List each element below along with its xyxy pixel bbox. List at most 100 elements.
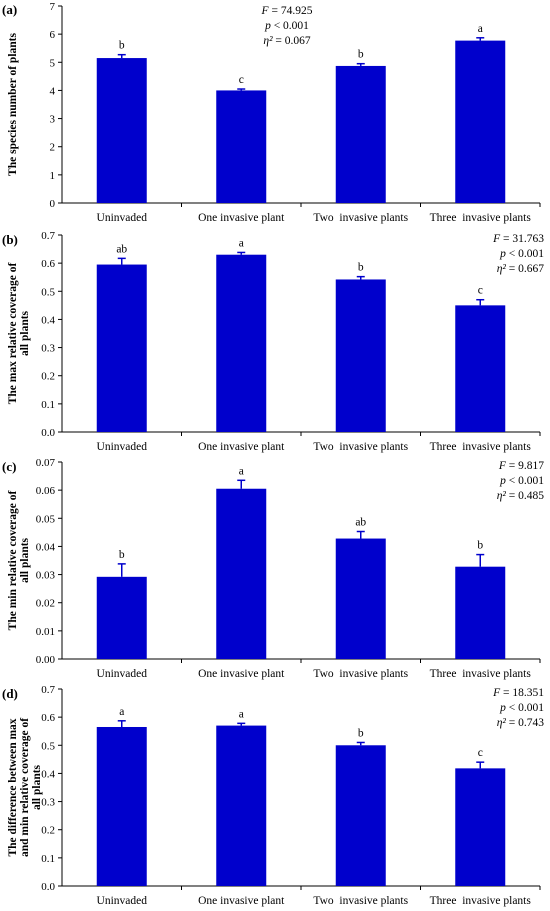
stat-line: F = 74.925 bbox=[261, 5, 313, 17]
significance-letter: a bbox=[239, 237, 244, 249]
y-tick-label: 0.3 bbox=[41, 343, 55, 355]
x-tick-label: Two invasive plants bbox=[313, 212, 408, 224]
x-tick-label: Two invasive plants bbox=[313, 895, 408, 907]
y-tick-label: 0.0 bbox=[41, 427, 55, 439]
stat-value: = 0.485 bbox=[506, 490, 544, 502]
stat-value: = 9.817 bbox=[506, 460, 544, 472]
y-tick-label: 0.7 bbox=[41, 684, 55, 696]
y-axis-title: all plants bbox=[19, 310, 31, 356]
significance-letter: b bbox=[119, 549, 125, 561]
significance-letter: c bbox=[239, 74, 244, 86]
significance-letter: b bbox=[477, 540, 483, 552]
chart-panel-1: (a) The species number of plants 0 1 2 3 4 5 6 7 b… bbox=[2, 1, 541, 224]
y-tick-label: 0.7 bbox=[41, 230, 55, 242]
x-tick-label: Uninvaded bbox=[97, 212, 148, 224]
stat-symbol: p bbox=[264, 20, 271, 32]
stat-symbol: F bbox=[498, 460, 507, 472]
bar bbox=[96, 58, 147, 203]
y-tick-label: 0.01 bbox=[36, 626, 55, 638]
significance-letter: b bbox=[358, 727, 364, 739]
stat-line: p < 0.001 bbox=[499, 702, 544, 714]
x-tick-label: Uninvaded bbox=[97, 441, 148, 453]
chart-panel-2: (b) The max relative coverage of all plant… bbox=[2, 230, 544, 453]
significance-letter: b bbox=[119, 40, 125, 52]
y-axis-title: all plants bbox=[31, 764, 43, 810]
stat-symbol: η² bbox=[497, 263, 507, 275]
x-tick-label: Two invasive plants bbox=[313, 441, 408, 453]
x-tick-label: Two invasive plants bbox=[313, 668, 408, 680]
stat-value: = 0.067 bbox=[273, 35, 311, 47]
y-tick-label: 3 bbox=[50, 114, 56, 126]
bar bbox=[455, 566, 506, 659]
y-tick-label: 0.3 bbox=[41, 797, 55, 809]
significance-letter: a bbox=[478, 23, 483, 35]
stat-symbol: F bbox=[492, 233, 501, 245]
x-tick-label: Uninvaded bbox=[97, 668, 148, 680]
x-tick-label: One invasive plant bbox=[198, 441, 285, 453]
significance-letter: b bbox=[358, 262, 364, 274]
bar bbox=[455, 305, 506, 432]
stat-symbol: η² bbox=[263, 35, 273, 47]
y-tick-label: 1 bbox=[50, 170, 56, 182]
significance-letter: ab bbox=[116, 243, 127, 255]
x-tick-label: Uninvaded bbox=[97, 895, 148, 907]
panel-label: (a) bbox=[2, 2, 17, 17]
stat-value: = 0.667 bbox=[506, 263, 544, 275]
y-tick-label: 0.6 bbox=[41, 712, 55, 724]
bar bbox=[96, 576, 147, 659]
bar bbox=[216, 90, 267, 203]
stat-value: = 74.925 bbox=[269, 5, 313, 17]
stat-line: η² = 0.485 bbox=[497, 490, 545, 502]
bar bbox=[335, 745, 386, 886]
stat-value: < 0.001 bbox=[506, 248, 544, 260]
x-tick-label: Three invasive plants bbox=[430, 895, 532, 907]
y-tick-label: 2 bbox=[50, 142, 56, 154]
y-tick-label: 0.6 bbox=[41, 258, 55, 270]
y-tick-label: 0.4 bbox=[41, 314, 55, 326]
bar bbox=[96, 264, 147, 432]
significance-letter: a bbox=[239, 708, 244, 720]
stat-line: p < 0.001 bbox=[264, 20, 309, 32]
y-axis-title: all plants bbox=[19, 537, 31, 583]
panel-label: (d) bbox=[2, 686, 18, 701]
y-tick-label: 0.2 bbox=[41, 825, 55, 837]
stat-line: F = 18.351 bbox=[492, 687, 544, 699]
y-axis-title: The min relative coverage of bbox=[7, 491, 19, 631]
y-tick-label: 0.5 bbox=[41, 740, 55, 752]
significance-letter: ab bbox=[355, 517, 366, 529]
y-axis-title: The difference between max bbox=[7, 718, 19, 856]
stat-symbol: p bbox=[499, 702, 506, 714]
y-tick-label: 0.00 bbox=[36, 654, 56, 666]
y-tick-label: 6 bbox=[50, 29, 56, 41]
y-axis-title: The species number of plants bbox=[7, 33, 19, 176]
stat-line: F = 9.817 bbox=[498, 460, 544, 472]
stat-line: F = 31.763 bbox=[492, 233, 544, 245]
bar bbox=[216, 725, 267, 886]
chart-panel-3: (c) The min relative coverage of all plant… bbox=[2, 457, 544, 680]
y-tick-label: 0.5 bbox=[41, 286, 55, 298]
x-tick-label: One invasive plant bbox=[198, 895, 285, 907]
stat-value: < 0.001 bbox=[506, 702, 544, 714]
bar bbox=[335, 538, 386, 659]
stat-line: p < 0.001 bbox=[499, 475, 544, 487]
stat-value: = 18.351 bbox=[500, 687, 544, 699]
bar bbox=[216, 488, 267, 659]
stat-symbol: F bbox=[261, 5, 270, 17]
bar bbox=[455, 40, 506, 203]
x-tick-label: Three invasive plants bbox=[430, 668, 532, 680]
panel-label: (b) bbox=[2, 232, 18, 247]
stat-line: η² = 0.067 bbox=[263, 35, 311, 47]
chart-panel-4: (d) The difference between max and min rel… bbox=[2, 684, 544, 907]
y-tick-label: 7 bbox=[50, 1, 56, 13]
y-tick-label: 0.4 bbox=[41, 768, 55, 780]
y-tick-label: 0.2 bbox=[41, 371, 55, 383]
y-tick-label: 0.0 bbox=[41, 881, 55, 893]
stat-line: η² = 0.743 bbox=[497, 717, 545, 729]
bar bbox=[96, 726, 147, 886]
y-tick-label: 0.03 bbox=[36, 570, 56, 582]
y-tick-label: 0.05 bbox=[36, 513, 56, 525]
y-tick-label: 0.02 bbox=[36, 598, 55, 610]
y-tick-label: 4 bbox=[50, 85, 56, 97]
y-tick-label: 0.07 bbox=[36, 457, 56, 469]
